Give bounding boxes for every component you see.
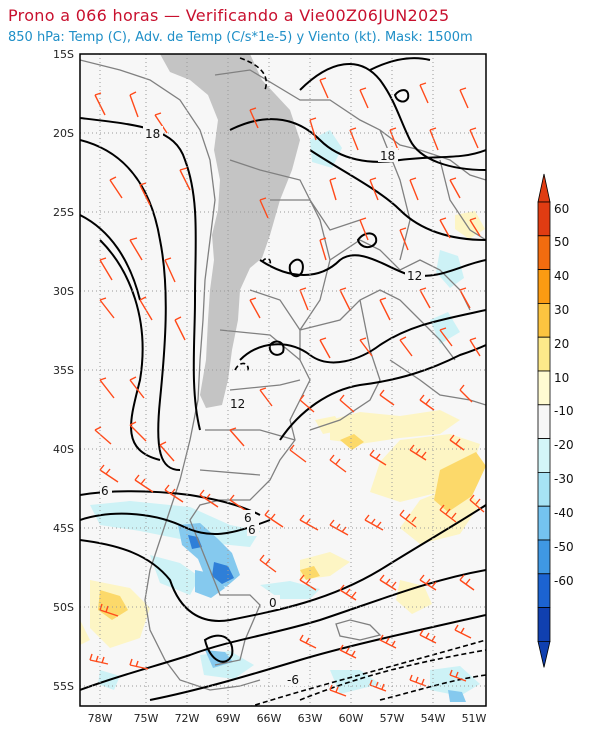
colorbar-segments [537,173,551,668]
lat-tick-label: 20S [53,127,74,140]
colorbar-segment [537,539,551,575]
strong-warm-advection-areas [98,434,486,620]
contour-label: 6 [248,523,256,537]
lon-tick-label: 63W [298,712,323,725]
latitude-ticks: 15S 20S 25S 30S 35S 40S 45S 50S 55S [53,48,74,693]
lon-tick-label: 72W [175,712,200,725]
contour-label: 6 [244,511,252,525]
colorbar-segment [537,471,551,507]
map-frame [79,53,487,707]
contour-label: 12 [230,397,245,411]
terrain-mask [160,54,300,408]
colorbar-label: -10 [554,404,574,418]
map-content [80,54,486,706]
colorbar-label: 10 [554,371,569,385]
colorbar-segment [537,573,551,608]
colorbar-top-arrow [537,173,551,203]
contour-label: 18 [145,127,160,141]
wind-barbs [89,77,485,697]
colorbar-segment [537,269,551,304]
lon-tick-label: 51W [462,712,487,725]
contour-label: 12 [407,269,422,283]
colorbar-label: 30 [554,303,569,317]
lon-tick-label: 54W [421,712,446,725]
lon-tick-label: 66W [257,712,282,725]
colorbar-labels: 60 50 40 30 20 10 -10 -20 -30 -40 -50 -6… [554,202,574,588]
colorbar-segment [537,302,551,338]
lat-tick-label: 55S [53,680,74,693]
lon-tick-label: 69W [216,712,241,725]
colorbar-label: 40 [554,269,569,283]
colorbar-label: -40 [554,506,574,520]
lat-tick-label: 45S [53,522,74,535]
contour-labels: 18 18 12 12 6 6 6 0 -6 [100,126,425,687]
contour-label: 0 [269,596,277,610]
colorbar-label: -60 [554,574,574,588]
colorbar-segment [537,370,551,406]
longitude-ticks: 78W 75W 72W 69W 66W 63W 60W 57W 54W 51W [88,712,487,725]
colorbar-segment [537,438,551,473]
lat-tick-label: 15S [53,48,74,61]
colorbar-label: -30 [554,472,574,486]
contour-label: 6 [101,484,109,498]
colorbar-label: 50 [554,235,569,249]
contour-label: -6 [287,673,299,687]
colorbar-segment [537,235,551,271]
lat-tick-label: 30S [53,285,74,298]
grid-lines [80,54,486,706]
lat-tick-label: 25S [53,206,74,219]
colorbar-label: -20 [554,438,574,452]
lon-tick-label: 60W [339,712,364,725]
colorbar-label: 20 [554,337,569,351]
lat-tick-label: 35S [53,364,74,377]
colorbar: 60 50 40 30 20 10 -10 -20 -30 -40 -50 -6… [537,173,574,668]
chart-subtitle: 850 hPa: Temp (C), Adv. de Temp (C/s*1e-… [8,30,473,45]
colorbar-segment [537,607,551,642]
lat-tick-label: 50S [53,601,74,614]
colorbar-bottom-arrow [537,641,551,668]
lat-tick-label: 40S [53,443,74,456]
colorbar-segment [537,505,551,541]
lon-tick-label: 75W [134,712,159,725]
lon-tick-label: 57W [380,712,405,725]
colorbar-segment [537,201,551,237]
colorbar-label: 60 [554,202,569,216]
colorbar-segment [537,404,551,439]
colorbar-segment [537,336,551,372]
colorbar-label: -50 [554,540,574,554]
chart-title: Prono a 066 horas — Verificando a Vie00Z… [8,6,450,25]
lon-tick-label: 78W [88,712,113,725]
dashed-isotherms [234,57,486,706]
contour-label: 18 [380,149,395,163]
